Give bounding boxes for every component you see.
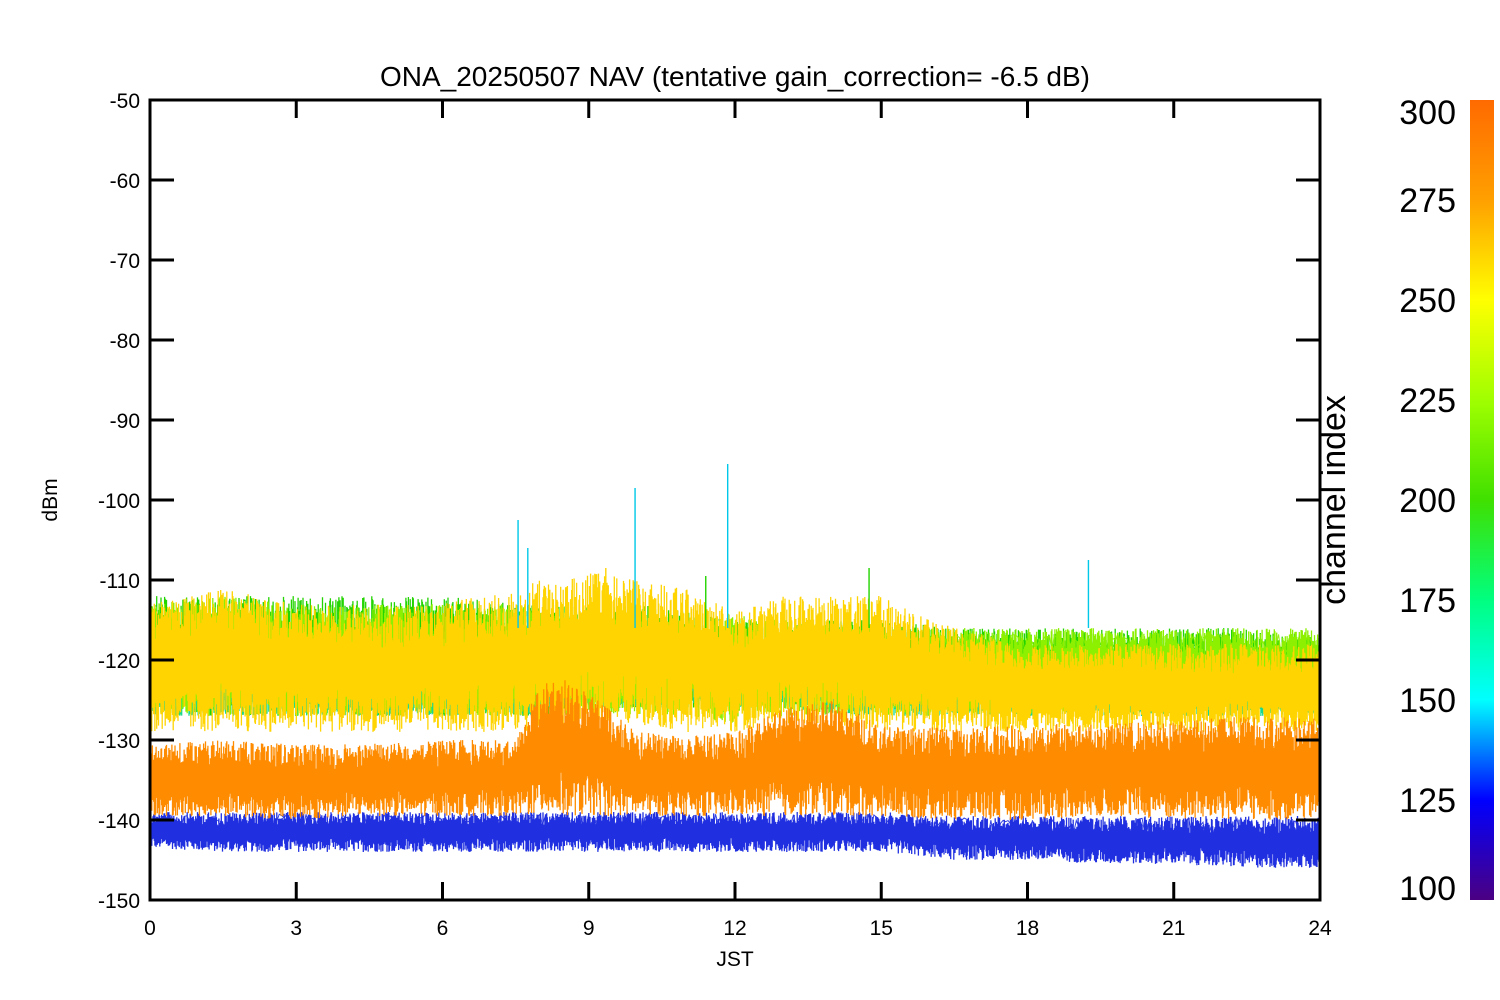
x-tick-label: 15 (870, 917, 893, 940)
x-tick-label: 21 (1162, 917, 1185, 940)
series-ch275-mean (150, 617, 1319, 704)
colorbar-tick-label: 100 (1399, 870, 1456, 908)
y-axis-title: dBm (39, 478, 62, 521)
x-axis: 0 3 6 9 12 15 18 21 24 (144, 100, 1332, 940)
x-tick-label: 12 (723, 917, 746, 940)
series-ch275-trace (150, 573, 1320, 732)
x-axis-title: JST (716, 948, 754, 971)
y-tick-label: -130 (98, 730, 140, 753)
y-tick-label: -70 (110, 250, 140, 273)
y-tick-label: -60 (110, 170, 140, 193)
plot-area (150, 464, 1320, 868)
colorbar (1470, 100, 1494, 900)
spikes (517, 464, 1090, 628)
x-tick-label: 18 (1016, 917, 1039, 940)
colorbar-tick-label: 300 (1399, 94, 1456, 132)
x-tick-label: 3 (290, 917, 302, 940)
x-tick-label: 6 (437, 917, 449, 940)
y-axis: -50 -60 -70 -80 -90 -100 -110 -120 -130 -140 -150 (98, 90, 1320, 913)
chart-title: ONA_20250507 NAV (tentative gain_correct… (380, 61, 1090, 92)
series-ch140-mean (150, 812, 1319, 840)
colorbar-title: channel index (1315, 395, 1353, 605)
colorbar-tick-label: 200 (1399, 482, 1456, 520)
colorbar-tick-label: 225 (1399, 382, 1456, 420)
colorbar-ticks: 300 275 250 225 200 175 150 125 100 (1399, 94, 1456, 908)
colorbar-tick-label: 125 (1399, 782, 1456, 820)
colorbar-tick-label: 250 (1399, 282, 1456, 320)
series-ch290-mean (150, 753, 1319, 788)
y-tick-label: -50 (110, 90, 140, 113)
x-tick-label: 24 (1308, 917, 1332, 940)
colorbar-tick-label: 275 (1399, 182, 1456, 220)
y-tick-label: -150 (98, 890, 140, 913)
y-tick-label: -120 (98, 650, 140, 673)
y-tick-label: -80 (110, 330, 140, 353)
series-ch140-trace (150, 812, 1320, 868)
y-tick-label: -100 (98, 490, 140, 513)
colorbar-tick-label: 175 (1399, 582, 1456, 620)
y-tick-label: -90 (110, 410, 140, 433)
series-ch290 (150, 680, 1320, 820)
x-tick-label: 9 (583, 917, 595, 940)
series-ch275 (150, 573, 1320, 732)
x-tick-label: 0 (144, 917, 156, 940)
colorbar-tick-label: 150 (1399, 682, 1456, 720)
colorbar-gradient (1470, 100, 1494, 900)
y-tick-label: -110 (100, 570, 140, 593)
series-ch140 (150, 812, 1320, 868)
y-tick-label: -140 (98, 810, 140, 833)
